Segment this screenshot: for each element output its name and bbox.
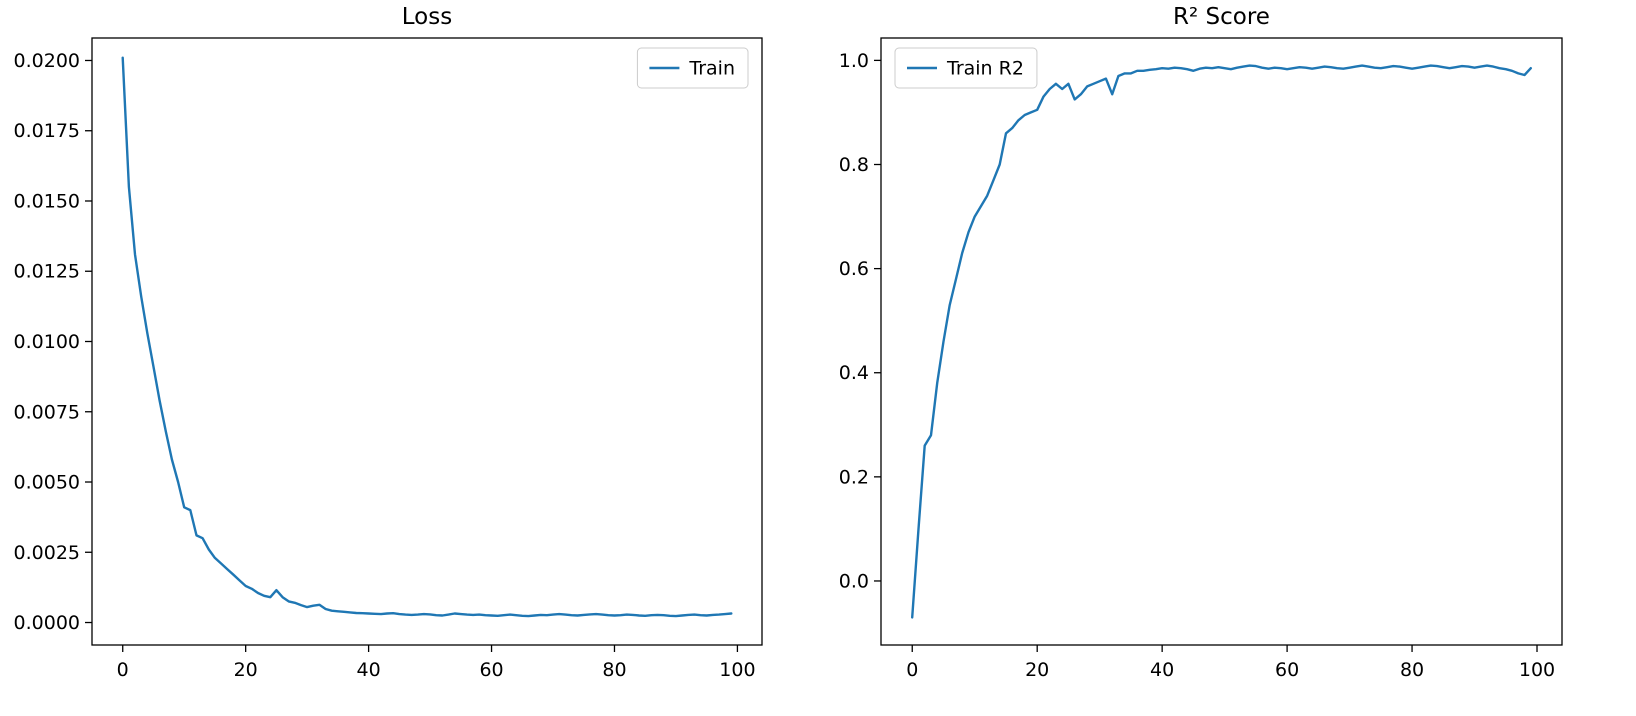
legend-label: Train (688, 58, 735, 80)
y-tick-label: 0.8 (839, 154, 869, 176)
loss-chart-title: Loss (401, 4, 453, 30)
series-line (910, 64, 1532, 619)
r2-chart: R² Score 0 20 40 60 80 100 0.0 0.2 0.4 0.6 0.8 1.0 T… (800, 0, 1636, 716)
y-tick-label: 0.0125 (14, 261, 80, 283)
r2-plot: 0 20 40 60 80 100 0.0 0.2 0.4 0.6 0.8 1.0 Train R2 (839, 37, 1563, 681)
y-tick-label: 0.0150 (14, 190, 80, 212)
x-tick-label: 80 (1400, 659, 1424, 681)
r2-chart-title: R² Score (1173, 4, 1270, 30)
plot-frame (880, 37, 1563, 646)
plot-frame (91, 37, 763, 646)
x-tick-label: 80 (602, 659, 626, 681)
x-tick-label: 20 (234, 659, 258, 681)
y-tick-label: 0.0175 (14, 120, 80, 142)
x-tick-label: 100 (719, 659, 755, 681)
x-tick-label: 60 (1275, 659, 1299, 681)
legend-label: Train R2 (946, 58, 1024, 80)
legend-box (894, 47, 1038, 89)
y-tick-label: 0.0100 (14, 331, 80, 353)
x-tick-label: 100 (1519, 659, 1555, 681)
x-tick-label: 20 (1025, 659, 1049, 681)
y-tick-label: 0.0025 (14, 542, 80, 564)
y-tick-label: 0.4 (839, 362, 869, 384)
y-tick-label: 1.0 (839, 50, 869, 72)
y-tick-label: 0.0 (839, 570, 869, 592)
loss-plot: 0 20 40 60 80 100 0.0000 0.0025 0.0050 0.0075 0.01… (14, 37, 763, 681)
x-tick-label: 40 (1150, 659, 1174, 681)
y-tick-label: 0.6 (839, 258, 869, 280)
x-tick-label: 0 (117, 659, 129, 681)
y-tick-label: 0.0000 (14, 612, 80, 634)
x-tick-label: 40 (357, 659, 381, 681)
y-tick-label: 0.0050 (14, 472, 80, 494)
y-tick-label: 0.0075 (14, 401, 80, 423)
series-line (121, 56, 733, 618)
legend-box (636, 47, 749, 89)
y-tick-label: 0.2 (839, 466, 869, 488)
x-tick-label: 0 (906, 659, 918, 681)
y-tick-label: 0.0200 (14, 50, 80, 72)
loss-chart: Loss 0 20 40 60 80 100 0.0000 0.0025 0.0050 0.007… (0, 0, 800, 716)
x-tick-label: 60 (479, 659, 503, 681)
